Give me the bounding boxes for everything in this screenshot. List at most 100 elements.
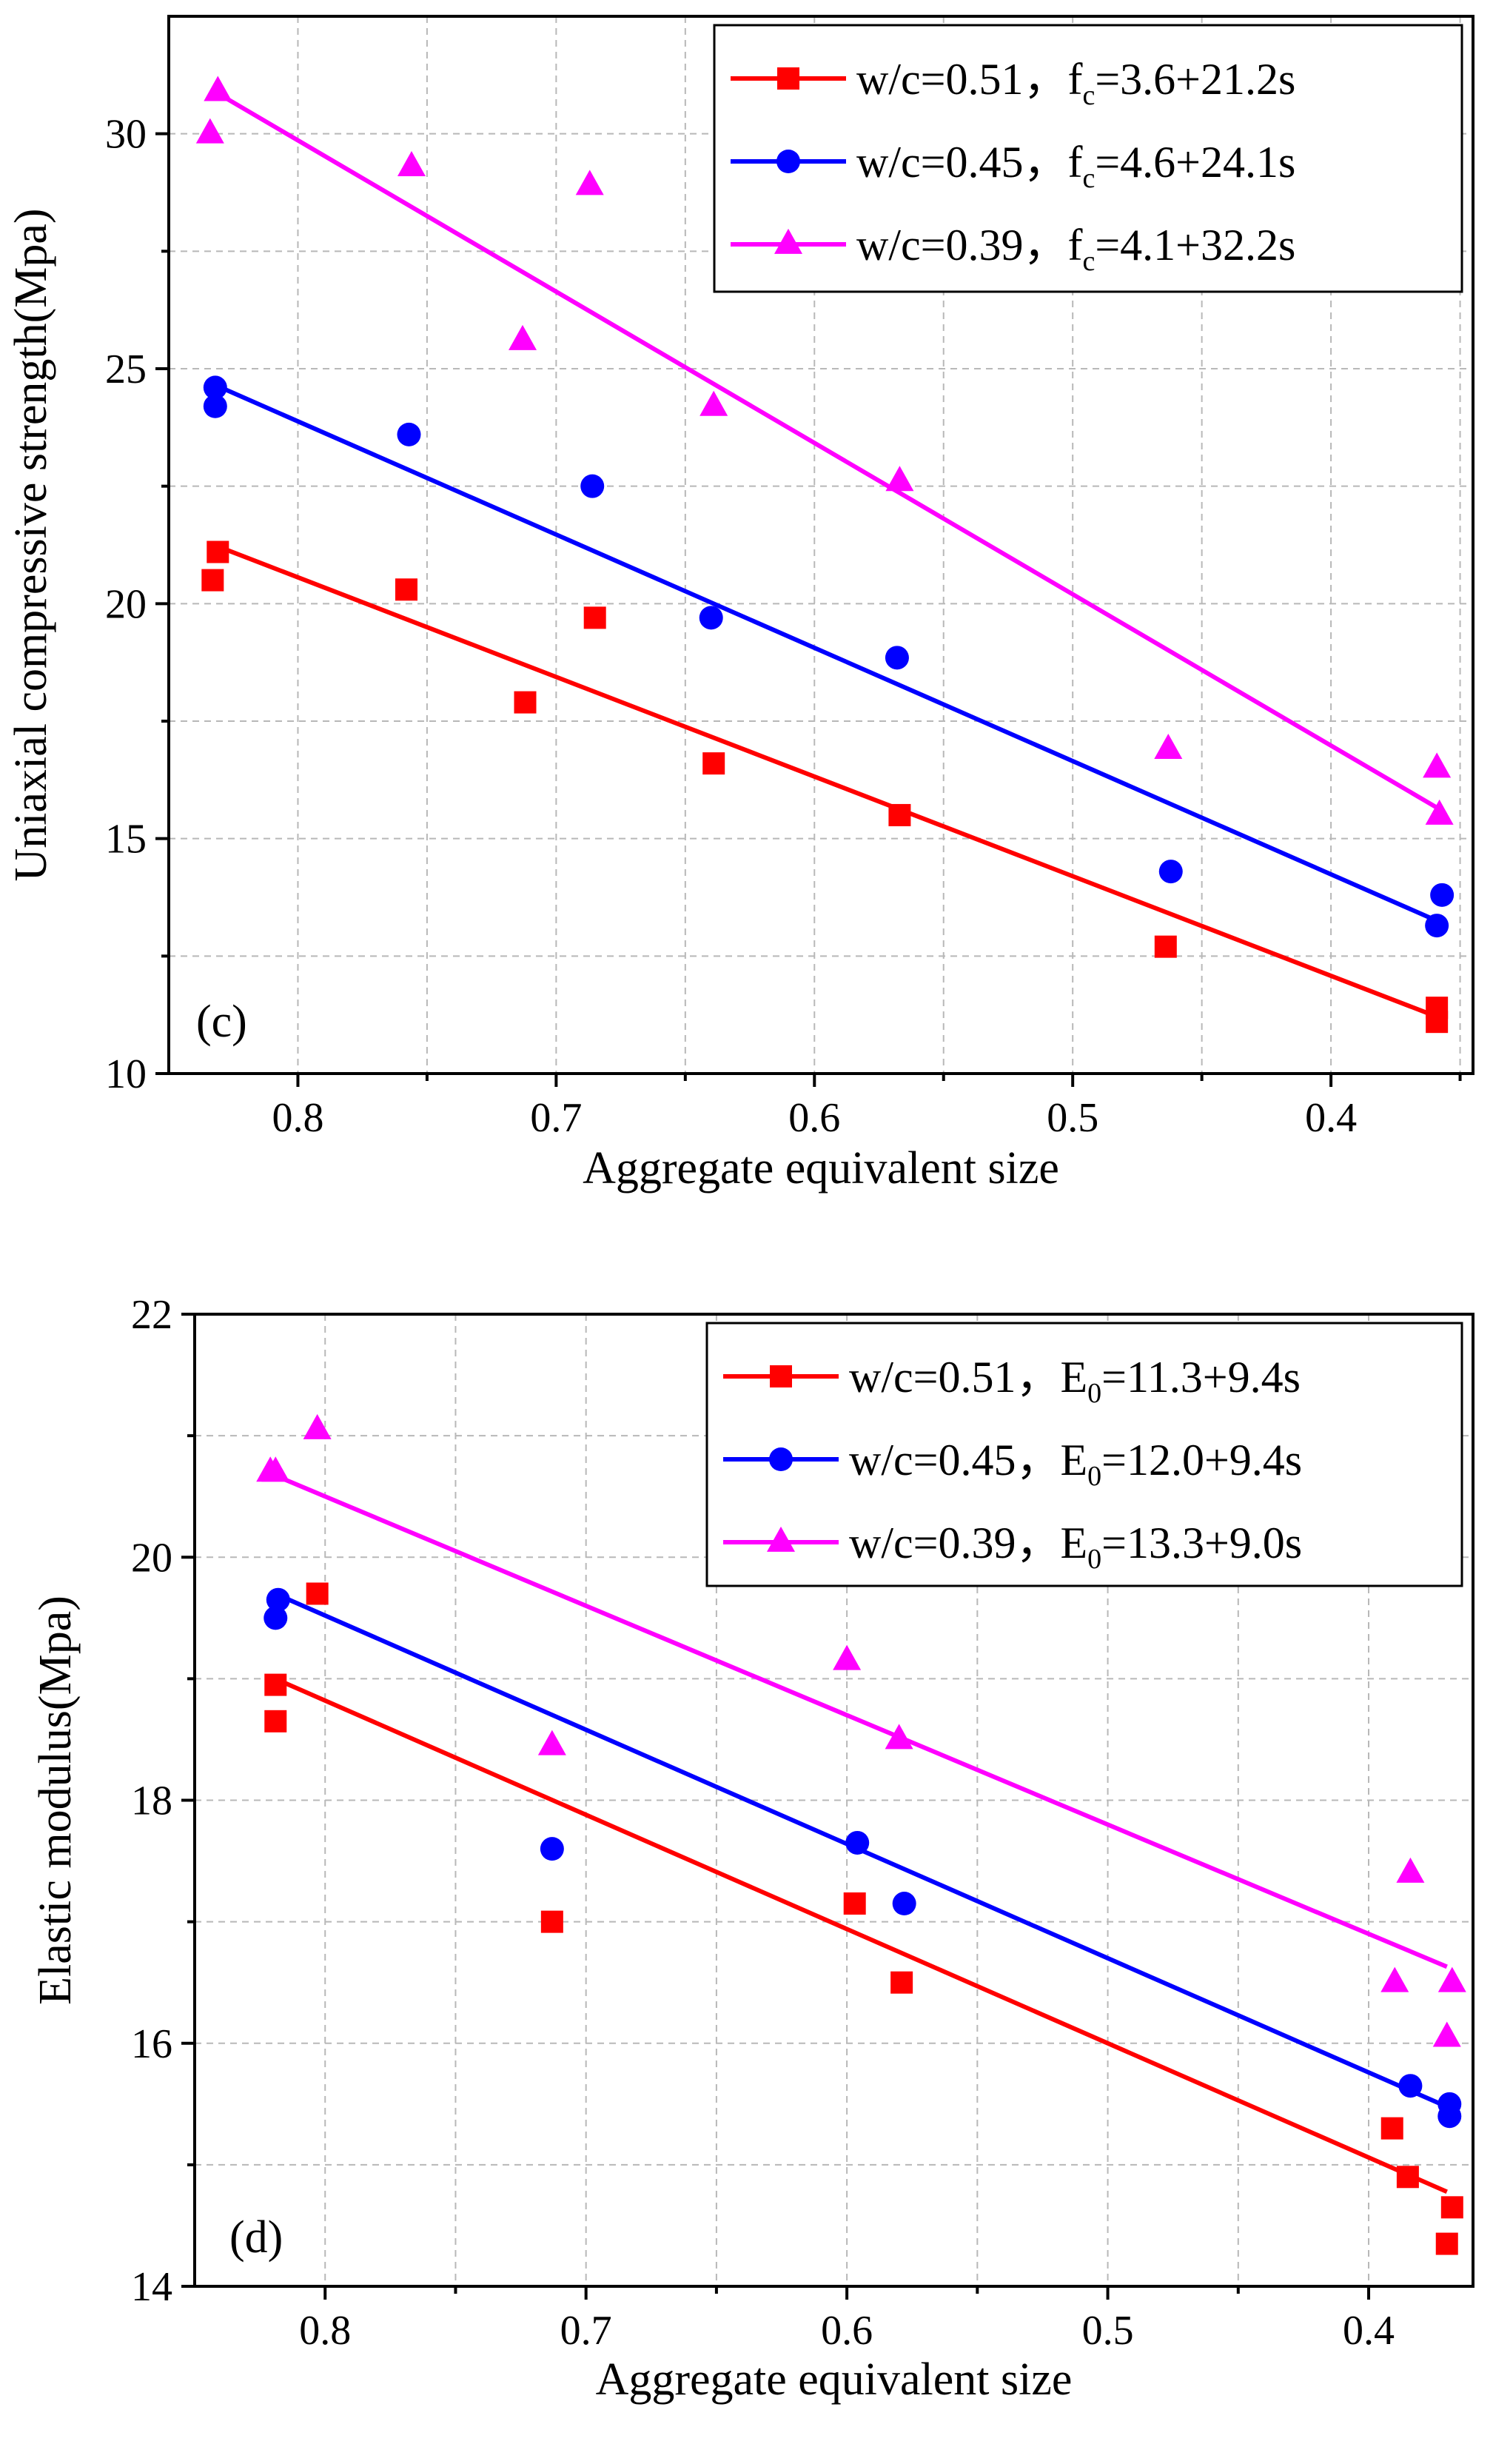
y-tick-label: 14 [131,2264,172,2310]
x-axis-label: Aggregate equivalent size [596,2354,1073,2405]
y-tick-label: 15 [105,817,147,863]
legend-marker [770,1365,792,1387]
gridlines [195,1314,1473,2286]
fit-line [217,544,1438,1019]
plot-area-frame [167,15,1474,1075]
x-axis-label: Aggregate equivalent size [583,1143,1059,1194]
data-point [1423,752,1452,778]
y-tick-label: 20 [105,581,147,627]
data-point [1425,799,1454,825]
data-point [1396,2166,1419,2189]
data-point [201,569,224,592]
data-point [203,394,227,418]
x-tick-label: 0.4 [1343,2308,1395,2354]
series-w/c=0.51 [201,540,1449,1034]
series-w/c=0.45 [203,375,1455,938]
legend: w/c=0.51，E0=11.3+9.4s w/c=0.45，E0=12.0+9.… [705,1322,1463,1587]
y-axis-label: Uniaxial compressive strength(Mpa) [6,208,56,881]
chart-panel-1: 0.8 0.7 0.6 0.5 0.4 10 15 20 25 30 Aggregate equiv… [6,15,1474,1194]
x-tick-label: 0.8 [299,2308,351,2354]
data-point [1426,1011,1449,1034]
data-point [266,1587,290,1612]
data-point [845,1830,870,1855]
series-w/c=0.51 [264,1582,1463,2255]
data-point [1425,914,1449,938]
data-point [702,752,725,775]
legend-marker [769,1447,793,1471]
x-tick-label: 0.6 [788,1095,840,1141]
legend-label: w/c=0.39，fc=4.1+32.2s [856,221,1295,277]
data-point [203,375,227,400]
legend-box [713,24,1463,293]
legend-item: w/c=0.39，E0=13.3+9.0s [723,1519,1302,1575]
data-point [1154,935,1177,958]
data-point [261,1456,290,1482]
data-point [1380,1966,1409,1992]
legend-item: w/c=0.45，fc=4.6+24.1s [731,138,1295,194]
data-point [303,1413,332,1439]
y-tick-label: 25 [105,346,147,392]
data-point [195,118,224,144]
data-point [397,422,421,446]
legend-marker [767,1526,795,1552]
data-point [264,1710,287,1732]
legend-item: w/c=0.51，E0=11.3+9.4s [723,1353,1301,1409]
data-point [397,151,426,177]
y-tick-label: 10 [105,1051,147,1097]
x-tick-label: 0.5 [1082,2308,1134,2354]
data-point [540,1910,563,1933]
y-tick-label: 18 [131,1778,172,1824]
y-axis-label: Elastic modulus(Mpa) [30,1596,81,2005]
panel-label: (d) [229,2212,283,2263]
data-point [888,803,911,826]
data-point [892,1892,916,1916]
data-point [1154,734,1183,759]
data-point [306,1582,329,1605]
data-point [843,1892,866,1915]
data-point [1435,2232,1458,2255]
data-point [1398,2074,1423,2098]
data-point [514,691,537,714]
legend-label: w/c=0.45，E0=12.0+9.4s [849,1436,1302,1492]
data-point [1432,2021,1461,2047]
data-point [1440,2196,1463,2219]
x-tick-label: 0.8 [272,1095,323,1141]
data-point [395,578,417,601]
data-point [509,324,537,350]
data-point [583,606,606,629]
panel-label: (c) [196,997,247,1047]
y-tick-label: 22 [131,1292,172,1338]
data-point [1437,2104,1462,2129]
legend-label: w/c=0.51，E0=11.3+9.4s [849,1353,1301,1409]
fit-line [275,1473,1448,1969]
data-point [207,540,229,563]
data-point [575,170,604,195]
x-tick-label: 0.7 [560,2308,612,2354]
series-w/c=0.39 [256,1413,1466,2047]
y-tick-label: 30 [105,112,147,158]
data-point [833,1644,862,1670]
x-tick-label: 0.5 [1047,1095,1098,1141]
fit-line [217,384,1438,923]
legend-marker [777,67,799,90]
legend-label: w/c=0.45，fc=4.6+24.1s [856,138,1295,194]
data-point [1396,1857,1425,1883]
x-tick-label: 0.7 [530,1095,582,1141]
fit-line [275,1676,1448,2194]
data-point [1430,883,1455,907]
fit-line [216,91,1438,810]
data-point [204,76,232,101]
legend-label: w/c=0.39，E0=13.3+9.0s [849,1519,1302,1575]
legend-marker [776,150,800,173]
data-point [699,606,723,630]
data-point [885,1724,913,1750]
data-point [885,466,914,492]
data-point [1380,2117,1403,2140]
series-w/c=0.45 [264,1587,1462,2129]
data-point [1437,1966,1466,1992]
legend-item: w/c=0.51，fc=3.6+21.2s [731,55,1295,111]
legend: w/c=0.51，fc=3.6+21.2s w/c=0.45，fc=4.6+24.… [713,24,1463,293]
data-point [885,646,909,670]
legend-label: w/c=0.51，fc=3.6+21.2s [856,55,1295,111]
